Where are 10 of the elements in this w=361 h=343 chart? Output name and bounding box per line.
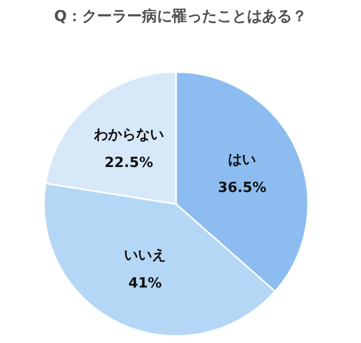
slice-label: わからない (92, 126, 164, 143)
data-label: 22.5% (104, 154, 154, 171)
pie-slice (175, 71, 309, 292)
chart-title: Q：クーラー病に罹ったことはある？ (54, 7, 307, 25)
pie-slice (43, 182, 276, 337)
data-label: 36.5% (218, 180, 266, 196)
slice-label: いいえ (124, 248, 166, 264)
data-label: 41% (128, 276, 162, 292)
slice-label: はい (228, 152, 256, 168)
pie-slice (44, 71, 177, 205)
